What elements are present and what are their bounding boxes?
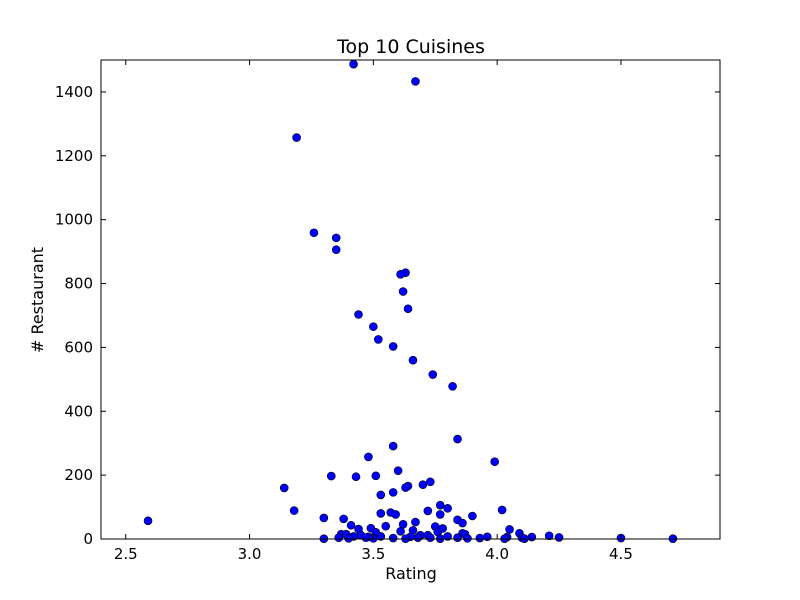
data-point [423, 506, 433, 516]
data-point [361, 533, 371, 543]
x-axis-label: Rating [385, 564, 437, 583]
data-point [403, 304, 413, 314]
data-point [435, 500, 445, 510]
data-point [143, 516, 153, 526]
data-point [331, 233, 341, 243]
data-point [396, 269, 405, 279]
tick-marks [101, 60, 720, 540]
data-point [544, 531, 554, 541]
data-point [411, 517, 420, 527]
data-point [376, 509, 386, 518]
data-point [458, 518, 467, 528]
data-point [388, 342, 398, 351]
data-point [463, 534, 472, 543]
data-point [401, 483, 410, 492]
data-point [490, 457, 499, 467]
data-point [319, 513, 329, 523]
data-point [364, 452, 373, 462]
data-point [396, 527, 405, 536]
y-tick-label: 200 [64, 466, 93, 484]
data-point [475, 533, 485, 543]
y-tick-label: 800 [64, 275, 93, 293]
data-point [388, 441, 398, 451]
data-point [398, 287, 408, 296]
x-tick-label: 2.5 [114, 545, 138, 563]
data-point [374, 335, 383, 344]
data-point [309, 228, 319, 238]
data-point [346, 520, 356, 530]
data-point [482, 532, 492, 542]
data-point [497, 505, 507, 515]
data-point [411, 77, 420, 86]
data-point [339, 514, 348, 524]
tick-labels: 2.5 3.0 3.5 4.0 4.5 0 200 400 600 800 1000 1200 1400 [55, 83, 633, 563]
data-point [289, 506, 299, 515]
data-point [413, 533, 423, 543]
data-point [505, 525, 514, 534]
x-tick-label: 3.5 [361, 545, 385, 563]
y-tick-label: 600 [64, 338, 93, 356]
data-point [326, 471, 336, 481]
data-point [468, 511, 477, 521]
data-point [428, 370, 438, 379]
data-point [371, 471, 381, 481]
data-point [369, 322, 378, 331]
data-point [426, 477, 435, 487]
plot-area [101, 60, 720, 539]
data-point [453, 533, 462, 543]
data-point [292, 133, 301, 142]
data-point [418, 480, 428, 490]
data-point [351, 472, 361, 482]
data-point [453, 434, 462, 444]
data-point [443, 504, 452, 513]
data-point [408, 355, 418, 365]
y-tick-label: 400 [64, 402, 93, 420]
y-axis-label: # Restaurant [28, 247, 47, 353]
chart-title: Top 10 Cuisines [336, 36, 485, 58]
x-tick-label: 3.0 [238, 545, 262, 563]
data-point [435, 510, 445, 519]
data-point [393, 466, 403, 475]
data-point [376, 490, 386, 500]
data-point [331, 245, 341, 254]
data-point [527, 532, 537, 542]
data-point [349, 59, 358, 69]
data-point [279, 483, 289, 493]
data-point [426, 533, 435, 543]
data-point [388, 488, 398, 497]
marker-layer [143, 59, 678, 543]
x-tick-label: 4.5 [609, 545, 633, 563]
data-point [391, 510, 400, 519]
data-point [334, 533, 343, 543]
data-point [381, 521, 391, 531]
data-point [388, 533, 398, 543]
plot-frame [100, 59, 721, 540]
x-tick-label: 4.0 [485, 545, 509, 563]
data-point [354, 310, 363, 319]
data-point [448, 382, 457, 391]
y-tick-label: 1200 [55, 147, 93, 165]
y-tick-label: 1400 [55, 83, 93, 101]
data-point [344, 534, 353, 543]
data-point [554, 533, 564, 542]
y-tick-label: 0 [83, 530, 93, 548]
y-tick-label: 1000 [55, 211, 93, 229]
